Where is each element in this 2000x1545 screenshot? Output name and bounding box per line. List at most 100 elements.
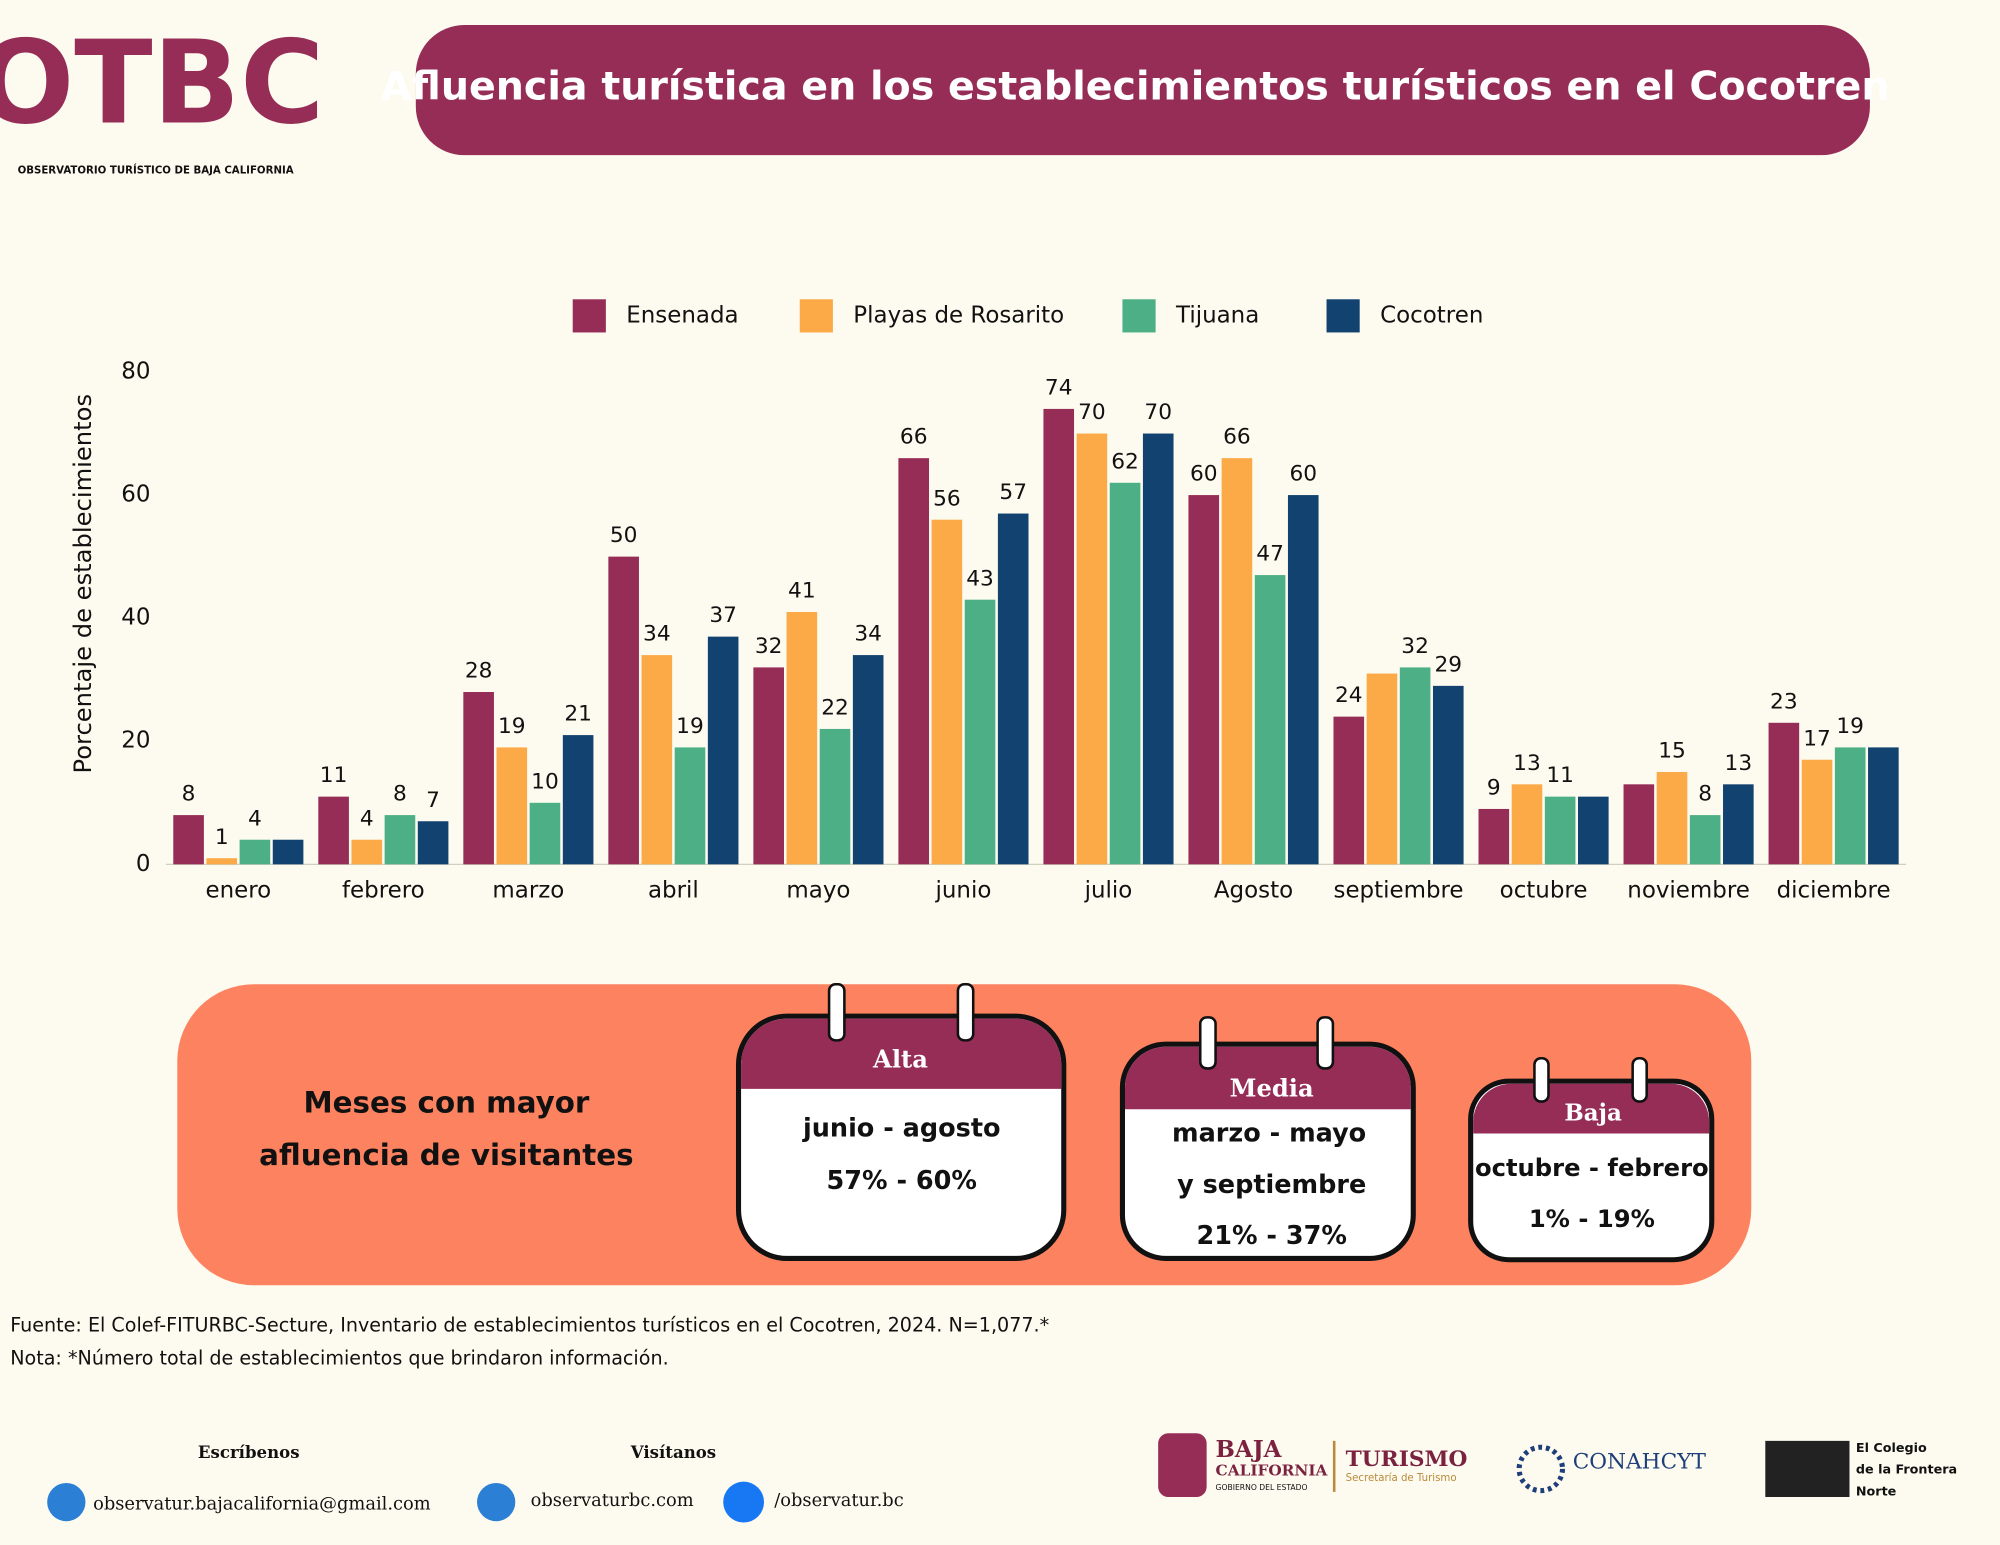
legend-label: Cocotren — [1380, 302, 1483, 328]
bar — [641, 655, 673, 865]
x-tick-label: octubre — [1500, 878, 1588, 904]
value-label: 34 — [643, 622, 671, 647]
x-tick-label: abril — [648, 878, 699, 904]
bar — [417, 821, 449, 865]
value-label: 66 — [900, 425, 928, 450]
value-label: 28 — [465, 659, 493, 684]
value-label: 24 — [1335, 683, 1363, 708]
legend-label: Playas de Rosarito — [853, 302, 1064, 328]
bar — [1801, 759, 1833, 865]
legend-label: Ensenada — [626, 302, 738, 328]
value-label: 70 — [1144, 400, 1172, 425]
value-label: 34 — [854, 622, 882, 647]
logo: OTBC — [0, 17, 324, 151]
logo-text: Norte — [1856, 1484, 1897, 1499]
footer-label: Visítanos — [630, 1442, 716, 1462]
bar — [1511, 784, 1543, 865]
value-label: 21 — [564, 702, 592, 727]
value-label: 29 — [1434, 652, 1462, 677]
bar — [1432, 685, 1464, 865]
value-label: 56 — [933, 486, 961, 511]
value-label: 11 — [1546, 763, 1574, 788]
bar — [1768, 722, 1800, 865]
value-label: 22 — [821, 696, 849, 721]
y-tick-label: 80 — [121, 358, 150, 384]
bar — [1577, 796, 1609, 865]
x-tick-label: junio — [935, 878, 992, 904]
bar — [351, 839, 383, 865]
bar — [1287, 495, 1319, 865]
value-label: 11 — [320, 763, 348, 788]
email[interactable]: observatur.bajacalifornia@gmail.com — [93, 1494, 431, 1515]
value-label: 13 — [1513, 751, 1541, 776]
bar — [707, 636, 739, 865]
bar — [1188, 495, 1220, 865]
value-label: 8 — [182, 782, 196, 807]
y-tick-label: 40 — [121, 605, 150, 631]
bar — [529, 802, 561, 865]
bar — [1544, 796, 1576, 865]
bar — [898, 458, 930, 865]
season-text: 57% - 60% — [827, 1166, 977, 1196]
x-tick-label: noviembre — [1627, 878, 1750, 904]
value-label: 17 — [1803, 726, 1831, 751]
value-label: 50 — [610, 523, 638, 548]
bar — [997, 513, 1029, 865]
value-label: 13 — [1725, 751, 1753, 776]
season-name: Alta — [872, 1044, 928, 1073]
value-label: 15 — [1658, 739, 1686, 764]
bar — [964, 599, 996, 865]
y-tick-label: 0 — [136, 851, 151, 877]
calendar: Media marzo - mayo y septiembre 21% - 37… — [1119, 1016, 1416, 1262]
logo-text: Secretaría de Turismo — [1346, 1472, 1457, 1484]
legend-swatch — [799, 299, 833, 333]
x-tick-label: julio — [1084, 878, 1133, 904]
bar — [1221, 458, 1253, 865]
season-text: 21% - 37% — [1196, 1221, 1346, 1251]
bar — [463, 692, 494, 865]
value-label: 19 — [676, 714, 704, 739]
logo-text: GOBIERNO DEL ESTADO — [1216, 1483, 1308, 1492]
x-tick-label: febrero — [342, 878, 425, 904]
bar — [1109, 482, 1141, 865]
value-label: 9 — [1487, 776, 1501, 801]
legend-swatch — [1122, 299, 1156, 333]
y-tick-label: 20 — [121, 728, 150, 754]
calendar: Baja octubre - febrero 1% - 19% — [1468, 1056, 1715, 1263]
facebook-icon — [723, 1481, 765, 1523]
source-note: Fuente: El Colef-FITURBC-Secture, Invent… — [10, 1314, 1049, 1337]
email-icon — [47, 1482, 86, 1522]
value-label: 60 — [1289, 462, 1317, 487]
logo-text: El Colegio — [1856, 1441, 1927, 1456]
value-label: 19 — [1836, 714, 1864, 739]
value-label: 1 — [215, 825, 229, 850]
x-tick-label: enero — [205, 878, 271, 904]
logo-text: CALIFORNIA — [1216, 1461, 1329, 1479]
legend-swatch — [1326, 299, 1360, 333]
value-label: 41 — [788, 579, 816, 604]
logo-text: TURISMO — [1346, 1447, 1468, 1472]
footer-label: Escríbenos — [198, 1442, 300, 1462]
x-tick-label: septiembre — [1334, 878, 1464, 904]
y-axis-label: Porcentaje de establecimientos — [69, 394, 97, 774]
bar — [753, 667, 784, 865]
bar — [1723, 784, 1754, 865]
x-tick-label: mayo — [786, 878, 850, 904]
calendar: Alta junio - agosto 57% - 60% — [735, 982, 1067, 1262]
bar — [1333, 716, 1365, 865]
value-label: 4 — [248, 806, 262, 831]
bar — [819, 728, 851, 865]
bar — [1689, 815, 1721, 865]
season-name: Media — [1230, 1074, 1314, 1103]
bar — [852, 655, 884, 865]
logo-caption: OBSERVATORIO TURÍSTICO DE BAJA CALIFORNI… — [18, 163, 294, 176]
bar — [1478, 808, 1510, 865]
facebook[interactable]: /observatur.bc — [774, 1490, 903, 1511]
value-label: 43 — [966, 566, 994, 591]
bar — [318, 796, 349, 865]
bar — [1366, 673, 1398, 865]
website[interactable]: observaturbc.com — [531, 1490, 694, 1511]
bar — [384, 815, 416, 865]
x-tick-label: diciembre — [1777, 878, 1891, 904]
value-label: 32 — [1401, 634, 1429, 659]
